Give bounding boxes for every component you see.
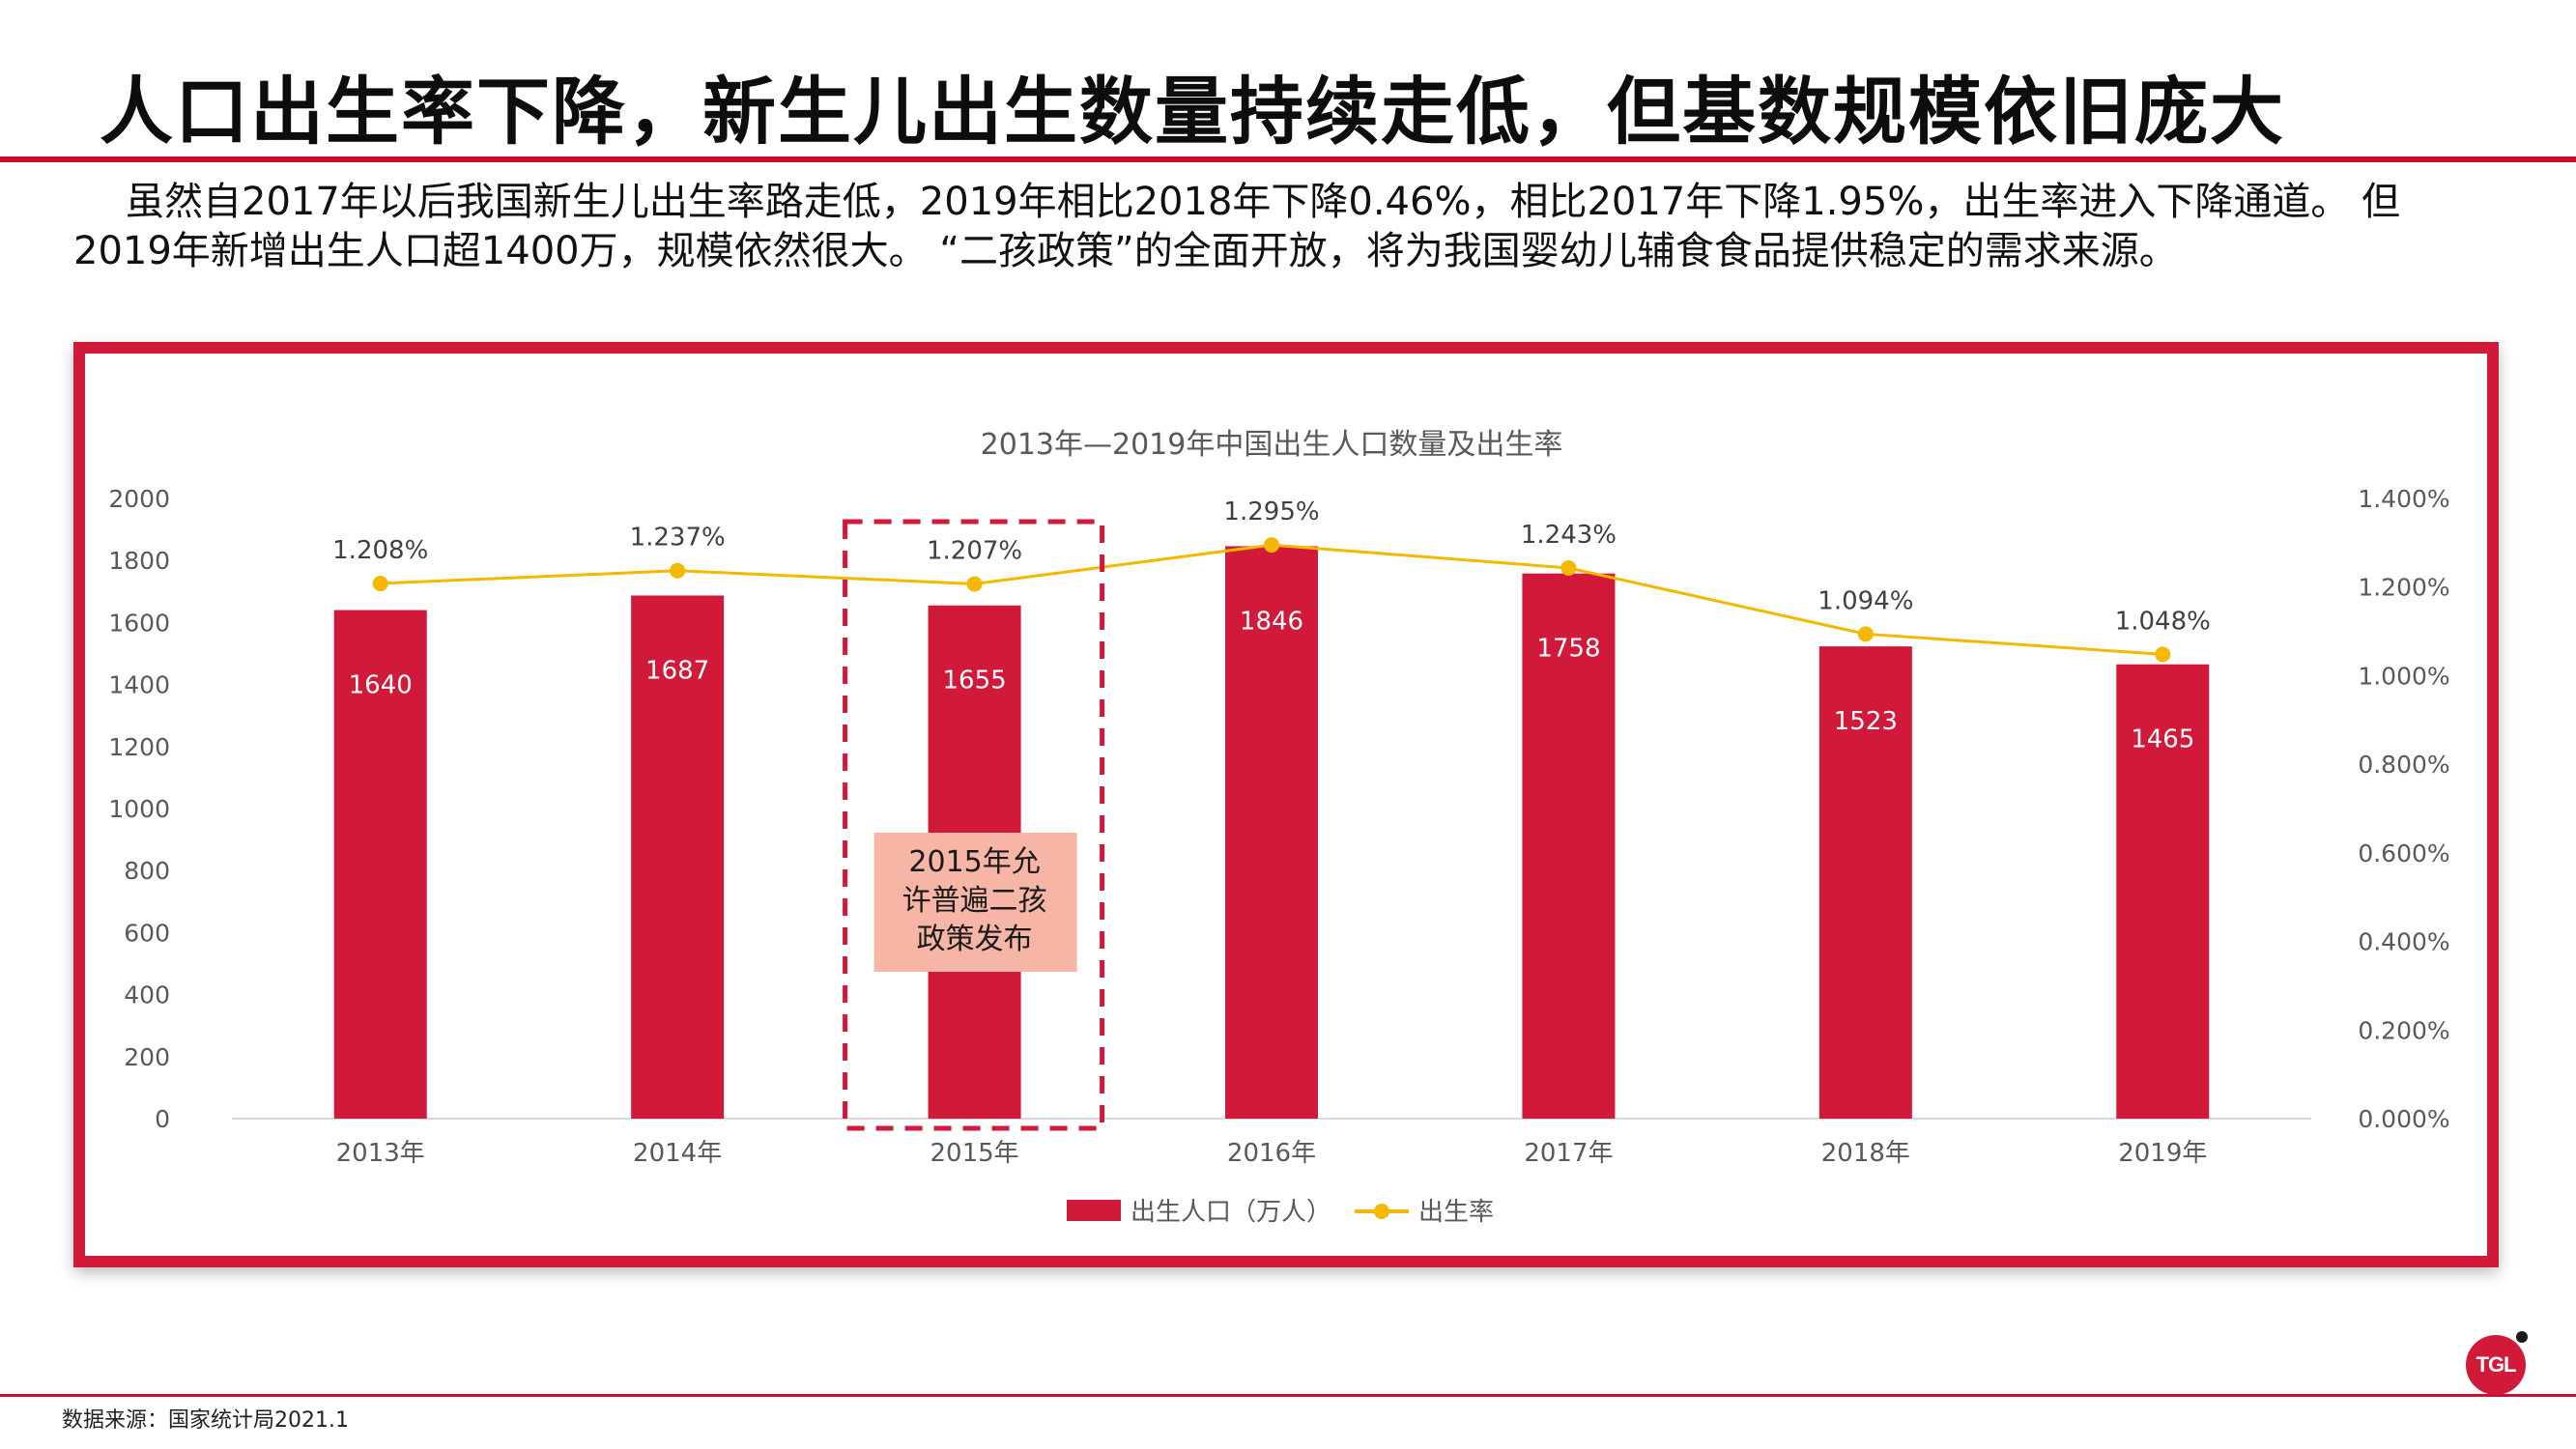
right-axis-tick-label: 0.800% [2358, 751, 2449, 779]
bar [1225, 546, 1318, 1119]
bar-value-label: 1523 [1834, 707, 1898, 736]
right-axis-tick-label: 1.400% [2358, 485, 2449, 513]
bar [1818, 646, 1912, 1119]
policy-callout-text: 政策发布 [917, 923, 1033, 956]
right-axis-tick-label: 0.600% [2358, 839, 2449, 867]
legend-line-marker [1374, 1204, 1389, 1219]
left-axis-tick-label: 1000 [108, 795, 170, 823]
line-value-label: 1.243% [1521, 521, 1617, 550]
x-axis-tick-label: 2015年 [930, 1139, 1018, 1168]
line-point [1857, 626, 1874, 642]
x-axis-tick-label: 2017年 [1524, 1139, 1613, 1168]
right-axis-tick-label: 0.400% [2358, 928, 2449, 956]
line-point [1560, 559, 1577, 576]
left-axis-tick-label: 800 [124, 857, 170, 885]
bar [333, 610, 427, 1119]
bar-value-label: 1846 [1240, 607, 1303, 636]
left-axis-tick-label: 1800 [108, 547, 170, 575]
right-axis-tick-label: 0.200% [2358, 1016, 2449, 1044]
right-axis-tick-label: 0.000% [2358, 1105, 2449, 1133]
chart-title: 2013年—2019年中国出生人口数量及出生率 [981, 428, 1563, 462]
line-point [2155, 646, 2171, 663]
bar-value-label: 1655 [942, 667, 1006, 696]
bar [2116, 664, 2210, 1119]
legend-line-label: 出生率 [1418, 1198, 1494, 1227]
line-point [966, 576, 983, 592]
policy-callout-text: 许普遍二孩 [902, 884, 1047, 918]
line-point [1264, 537, 1279, 554]
bar-value-label: 1640 [349, 671, 413, 700]
x-axis-tick-label: 2018年 [1821, 1139, 1910, 1168]
line-value-label: 1.295% [1223, 497, 1319, 526]
x-axis-tick-label: 2013年 [336, 1139, 425, 1168]
line-value-label: 1.208% [332, 536, 428, 565]
intro-paragraph: 虽然自2017年以后我国新生儿出生率路走低，2019年相比2018年下降0.46… [73, 180, 2401, 273]
line-value-label: 1.048% [2115, 607, 2211, 636]
left-axis-tick-label: 1600 [108, 609, 170, 637]
left-axis-tick-label: 0 [155, 1105, 170, 1133]
bar-value-label: 1687 [645, 656, 709, 685]
left-axis-tick-label: 1200 [108, 733, 170, 761]
policy-callout-text: 2015年允 [908, 845, 1040, 879]
logo-dot-icon [2516, 1331, 2528, 1343]
left-axis-tick-label: 1400 [108, 671, 170, 699]
title-divider [0, 156, 2576, 162]
legend-bar-swatch [1067, 1200, 1121, 1221]
legend-bar-label: 出生人口（万人） [1131, 1198, 1331, 1227]
left-axis-tick-label: 2000 [108, 485, 170, 513]
line-value-label: 1.237% [630, 524, 726, 553]
right-axis-tick-label: 1.200% [2358, 574, 2449, 602]
left-axis-tick-label: 600 [124, 919, 170, 947]
policy-callout [873, 833, 1077, 972]
data-source: 数据来源：国家统计局2021.1 [62, 1408, 349, 1433]
line-point [372, 576, 388, 592]
bar-value-label: 1465 [2131, 725, 2194, 754]
bar-value-label: 1758 [1536, 635, 1600, 664]
chart-frame: 2013年—2019年中国出生人口数量及出生率 0 200 400 600 800 1000… [73, 342, 2499, 1267]
bar [1522, 573, 1616, 1119]
page-title: 人口出生率下降，新生儿出生数量持续走低，但基数规模依旧庞大 [100, 69, 2285, 155]
left-axis-tick-label: 400 [124, 981, 170, 1009]
x-axis-tick-label: 2016年 [1227, 1139, 1316, 1168]
line-value-label: 1.094% [1818, 586, 1913, 615]
chart: 2013年—2019年中国出生人口数量及出生率 0 200 400 600 800 1000… [108, 428, 2449, 1227]
x-axis-tick-label: 2019年 [2118, 1139, 2207, 1168]
policy-highlight-box [843, 519, 1105, 1131]
line-value-label: 1.207% [927, 537, 1022, 566]
x-axis-tick-label: 2014年 [633, 1139, 722, 1168]
bar [631, 595, 725, 1119]
footer-divider [0, 1394, 2576, 1397]
right-axis-tick-label: 1.000% [2358, 662, 2449, 690]
line-point [670, 562, 686, 579]
tgl-logo: TGL [2466, 1335, 2526, 1395]
left-axis-tick-label: 200 [124, 1043, 170, 1071]
